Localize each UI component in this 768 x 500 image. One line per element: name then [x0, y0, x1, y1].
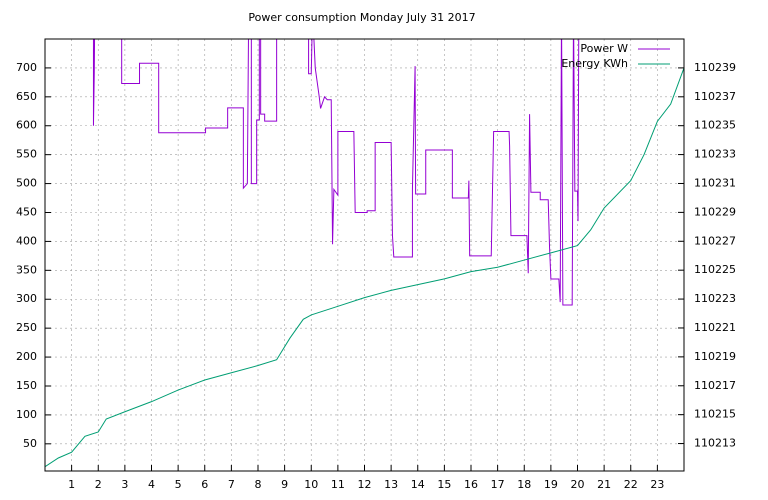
y2-tick-label: 110229 — [694, 205, 736, 218]
y2-tick-label: 110223 — [694, 292, 736, 305]
y2-tick-label: 110237 — [694, 90, 736, 103]
y-tick-label: 650 — [16, 90, 37, 103]
y2-tick-label: 110235 — [694, 119, 736, 132]
y-tick-label: 300 — [16, 292, 37, 305]
x-tick-label: 4 — [148, 478, 155, 491]
y2-tick-label: 110221 — [694, 321, 736, 334]
y-tick-label: 550 — [16, 148, 37, 161]
x-tick-label: 8 — [255, 478, 262, 491]
y-tick-label: 400 — [16, 234, 37, 247]
x-tick-label: 21 — [597, 478, 611, 491]
y-tick-label: 200 — [16, 350, 37, 363]
y-tick-label: 700 — [16, 61, 37, 74]
y-tick-label: 100 — [16, 408, 37, 421]
x-tick-label: 2 — [95, 478, 102, 491]
series-line — [45, 67, 684, 468]
x-tick-label: 16 — [464, 478, 478, 491]
x-tick-label: 14 — [411, 478, 425, 491]
y2-tick-label: 110215 — [694, 408, 736, 421]
x-tick-label: 5 — [175, 478, 182, 491]
y2-tick-label: 110231 — [694, 176, 736, 189]
y2-tick-label: 110219 — [694, 350, 736, 363]
y-tick-label: 150 — [16, 379, 37, 392]
y2-tick-label: 110239 — [694, 61, 736, 74]
x-tick-label: 11 — [331, 478, 345, 491]
legend-label: Power W — [580, 42, 628, 55]
x-tick-label: 17 — [491, 478, 505, 491]
y2-tick-label: 110213 — [694, 437, 736, 450]
y-tick-label: 350 — [16, 263, 37, 276]
y-tick-label: 500 — [16, 177, 37, 190]
x-tick-label: 13 — [384, 478, 398, 491]
y-tick-label: 250 — [16, 321, 37, 334]
y-tick-label: 600 — [16, 119, 37, 132]
x-tick-label: 7 — [228, 478, 235, 491]
x-tick-label: 10 — [304, 478, 318, 491]
y-tick-label: 50 — [23, 437, 37, 450]
y2-tick-label: 110233 — [694, 148, 736, 161]
x-tick-label: 23 — [650, 478, 664, 491]
y2-tick-label: 110227 — [694, 234, 736, 247]
x-tick-label: 3 — [121, 478, 128, 491]
y-tick-label: 450 — [16, 205, 37, 218]
x-tick-label: 15 — [437, 478, 451, 491]
legend-label: Energy KWh — [561, 57, 628, 70]
y2-tick-label: 110225 — [694, 263, 736, 276]
x-tick-label: 12 — [358, 478, 372, 491]
x-tick-label: 22 — [624, 478, 638, 491]
y2-tick-label: 110217 — [694, 379, 736, 392]
x-tick-label: 9 — [281, 478, 288, 491]
x-tick-label: 1 — [68, 478, 75, 491]
chart-title: Power consumption Monday July 31 2017 — [248, 11, 475, 24]
x-tick-label: 18 — [517, 478, 531, 491]
x-tick-label: 19 — [544, 478, 558, 491]
series-line — [92, 39, 580, 306]
x-tick-label: 20 — [571, 478, 585, 491]
x-tick-label: 6 — [201, 478, 208, 491]
